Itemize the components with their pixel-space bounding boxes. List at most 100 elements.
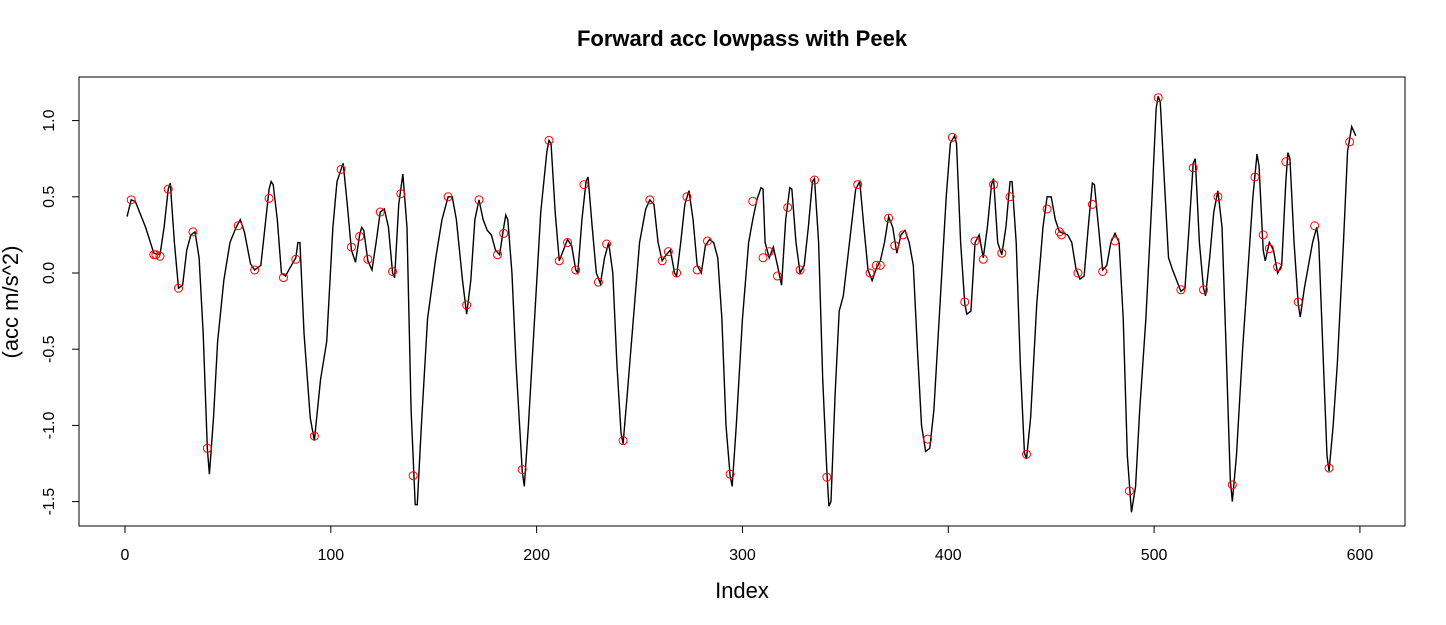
- peak-marker: [346, 242, 356, 252]
- peak-marker: [1250, 172, 1260, 182]
- peak-marker: [1098, 266, 1108, 276]
- y-tick-label: -1.5: [41, 488, 58, 516]
- peak-marker: [1073, 268, 1083, 278]
- peak-marker: [250, 265, 260, 275]
- peak-marker: [517, 465, 527, 475]
- y-tick-label: 1.0: [41, 109, 58, 131]
- x-axis-title: Index: [715, 578, 769, 603]
- y-tick-label: -1.0: [41, 412, 58, 440]
- peak-marker: [579, 180, 589, 190]
- peak-marker: [853, 180, 863, 190]
- peak-marker: [602, 239, 612, 249]
- peak-marker: [126, 195, 136, 205]
- peak-marker: [1310, 221, 1320, 231]
- peak-marker: [163, 184, 173, 194]
- peak-marker: [692, 265, 702, 275]
- peak-marker: [989, 180, 999, 190]
- x-tick-label: 200: [523, 547, 550, 564]
- peak-marker: [1227, 480, 1237, 490]
- peak-marker: [1281, 157, 1291, 167]
- peak-marker: [309, 431, 319, 441]
- plot-frame: [78, 76, 1406, 527]
- peak-marker: [264, 193, 274, 203]
- peak-marker: [1056, 230, 1066, 240]
- peak-marker: [1345, 137, 1355, 147]
- peak-marker: [1124, 486, 1134, 496]
- peak-marker: [783, 202, 793, 212]
- x-tick-label: 600: [1347, 547, 1374, 564]
- peak-marker: [1087, 199, 1097, 209]
- peak-marker: [884, 213, 894, 223]
- peak-marker: [155, 251, 165, 261]
- peak-marker: [278, 273, 288, 283]
- peak-marker: [1264, 244, 1274, 254]
- peak-marker: [978, 254, 988, 264]
- peak-marker: [554, 256, 564, 266]
- peak-marker: [923, 434, 933, 444]
- peak-marker: [571, 265, 581, 275]
- peak-marker: [1188, 163, 1198, 173]
- peak-marker: [1054, 227, 1064, 237]
- data-line: [126, 95, 1357, 513]
- peak-marker: [336, 164, 346, 174]
- peak-marker: [645, 195, 655, 205]
- peak-marker: [997, 248, 1007, 258]
- peak-marker: [291, 254, 301, 264]
- peak-marker: [1042, 204, 1052, 214]
- peak-marker: [890, 241, 900, 251]
- peak-marker: [1176, 285, 1186, 295]
- peak-marker: [1324, 463, 1334, 473]
- peak-marker: [772, 271, 782, 281]
- peak-marker: [443, 192, 453, 202]
- peak-marker: [233, 221, 243, 231]
- peak-marker: [875, 260, 885, 270]
- peak-marker: [1153, 93, 1163, 103]
- peak-marker: [174, 283, 184, 293]
- y-tick-label: -0.5: [41, 335, 58, 363]
- y-tick-label: 0.0: [41, 262, 58, 284]
- peak-marker: [408, 471, 418, 481]
- peak-marker: [810, 175, 820, 185]
- peak-marker: [898, 230, 908, 240]
- peak-marker: [1110, 236, 1120, 246]
- peak-marker: [493, 250, 503, 260]
- peak-marker: [1213, 192, 1223, 202]
- peak-marker: [682, 192, 692, 202]
- peak-marker: [202, 443, 212, 453]
- x-tick-label: 100: [317, 547, 344, 564]
- peak-marker: [396, 189, 406, 199]
- peak-marker: [663, 247, 673, 257]
- peak-marker: [702, 236, 712, 246]
- peak-marker: [499, 228, 509, 238]
- peak-marker: [1199, 285, 1209, 295]
- x-tick-label: 0: [121, 547, 130, 564]
- peak-marker: [657, 256, 667, 266]
- peak-marker: [1273, 262, 1283, 272]
- peak-marker: [1021, 449, 1031, 459]
- peak-marker: [758, 253, 768, 263]
- peak-marker: [544, 135, 554, 145]
- peak-marker: [474, 195, 484, 205]
- peak-marker: [764, 247, 774, 257]
- peak-marker: [188, 227, 198, 237]
- peak-marker: [462, 300, 472, 310]
- peak-marker: [947, 132, 957, 142]
- peak-marker: [563, 238, 573, 248]
- chart-title: Forward acc lowpass with Peek: [577, 26, 908, 51]
- peak-marker: [871, 260, 881, 270]
- x-tick-label: 400: [935, 547, 962, 564]
- x-tick-label: 300: [729, 547, 756, 564]
- peak-marker: [672, 268, 682, 278]
- peak-marker: [865, 268, 875, 278]
- peak-marker: [375, 207, 385, 217]
- peak-marker: [355, 231, 365, 241]
- peak-marker: [960, 297, 970, 307]
- x-tick-label: 500: [1141, 547, 1168, 564]
- peak-marker: [618, 436, 628, 446]
- peak-marker: [1005, 192, 1015, 202]
- peak-marker: [593, 277, 603, 287]
- peak-marker: [1258, 230, 1268, 240]
- peak-marker: [151, 250, 161, 260]
- peak-marker: [822, 472, 832, 482]
